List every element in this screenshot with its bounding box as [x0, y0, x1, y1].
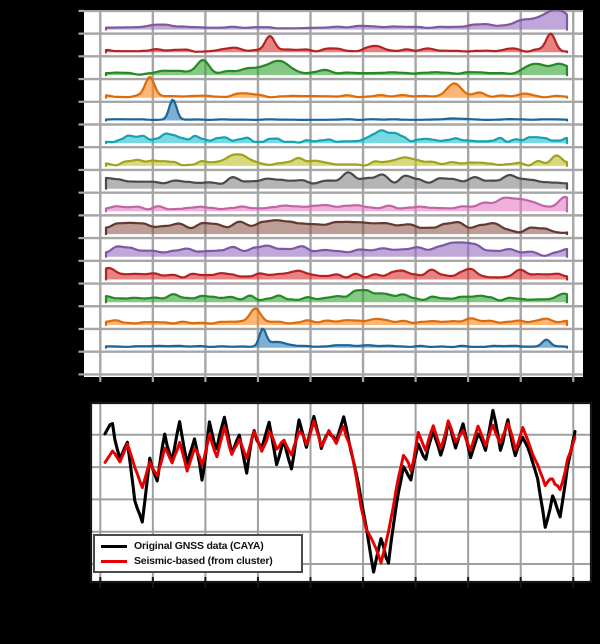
trace-9-fill	[106, 197, 567, 212]
legend-label-original-gnss: Original GNSS data (CAYA)	[134, 540, 264, 552]
trace-10-line	[104, 219, 569, 236]
legend-item-seismic: Seismic-based (from cluster)	[101, 554, 295, 568]
legend-item-original-gnss: Original GNSS data (CAYA)	[101, 539, 295, 553]
trace-13-line	[104, 289, 569, 304]
trace-7-line	[104, 153, 569, 167]
gnss-black-line	[103, 408, 577, 574]
trace-1-fill	[106, 10, 567, 30]
top-panel-grid	[84, 10, 583, 377]
trace-1-line	[104, 10, 569, 31]
black-line-swatch	[101, 544, 127, 548]
trace-3-line	[104, 58, 569, 77]
trace-6-line	[104, 129, 569, 145]
legend-label-seismic: Seismic-based (from cluster)	[134, 555, 273, 567]
gnss-comparison-lines	[103, 408, 577, 574]
trace-8-line	[104, 171, 569, 190]
trace-12-line	[104, 266, 569, 281]
trace-5-line	[104, 98, 569, 122]
seismic-red-line	[103, 419, 577, 565]
comparison-panel-frame	[89, 401, 593, 584]
red-line-swatch	[101, 559, 127, 563]
trace-14-line	[104, 307, 569, 327]
ridgeline-traces	[104, 10, 569, 349]
trace-4-fill	[106, 76, 567, 98]
trace-9-line	[104, 195, 569, 213]
trace-11-line	[104, 241, 569, 258]
trace-4-line	[104, 75, 569, 99]
legend-box: Original GNSS data (CAYA) Seismic-based …	[93, 534, 303, 573]
trace-15-line	[104, 327, 569, 349]
trace-11-fill	[106, 242, 567, 257]
trace-2-line	[104, 32, 569, 54]
